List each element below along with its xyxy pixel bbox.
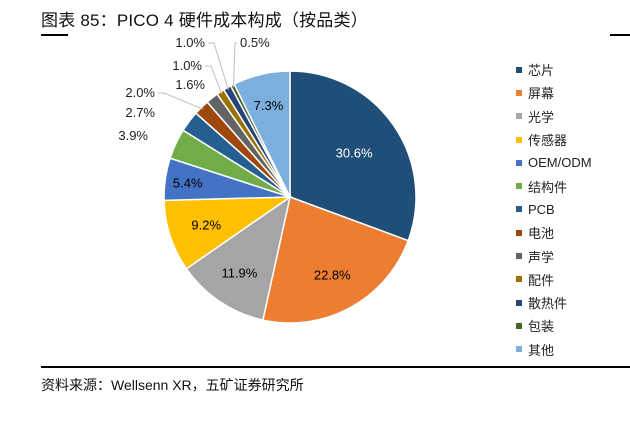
legend-swatch-icon (516, 113, 522, 120)
legend-label: 屏幕 (528, 86, 555, 102)
legend-item: 包装 (516, 314, 592, 337)
legend-label: 包装 (528, 319, 555, 335)
data-label: 1.0% (172, 58, 202, 73)
data-label: 1.0% (175, 35, 205, 50)
pie-slice-1 (289, 70, 417, 242)
legend-label: 声学 (528, 249, 555, 265)
data-label: 5.4% (173, 175, 203, 190)
legend-label: 散热件 (528, 296, 568, 312)
legend-swatch-icon (516, 159, 522, 166)
legend-label: OEM/ODM (528, 155, 592, 171)
legend-item: 散热件 (516, 291, 592, 314)
legend-swatch-icon (516, 136, 522, 143)
legend-swatch-icon (516, 206, 522, 213)
data-label: 22.8% (314, 267, 351, 282)
legend-label: 电池 (528, 226, 555, 242)
legend-label: PCB (528, 201, 555, 217)
data-label: 2.0% (125, 85, 155, 100)
legend-item: 屏幕 (516, 81, 592, 104)
legend-swatch-icon (516, 229, 522, 236)
legend-label: 其他 (528, 342, 555, 358)
data-label: 1.6% (175, 77, 205, 92)
legend-label: 光学 (528, 109, 555, 125)
data-label: 2.7% (125, 105, 155, 120)
data-label: 3.9% (118, 128, 148, 143)
legend-item: 其他 (516, 338, 592, 361)
legend-item: 声学 (516, 244, 592, 267)
chart-legend: 芯片屏幕光学传感器 OEM/ODM 结构件 PCB 电池声学配件散热件包装其他 (516, 58, 592, 361)
leader-line (205, 65, 223, 95)
legend-item: 电池 (516, 221, 592, 244)
legend-swatch-icon (516, 276, 522, 283)
chart-title: 图表 85：PICO 4 硬件成本构成（按品类） (41, 11, 368, 30)
legend-swatch-icon (516, 299, 522, 306)
data-label: 9.2% (191, 217, 221, 232)
legend-item: 光学 (516, 105, 592, 128)
legend-label: 传感器 (528, 133, 568, 149)
leader-line (208, 42, 229, 91)
legend-label: 芯片 (528, 63, 555, 79)
source-note: 资料来源：Wellsenn XR，五矿证券研究所 (41, 377, 304, 393)
legend-item: 结构件 (516, 174, 592, 197)
pie-chart: 30.6% 22.8% 11.9% 9.2% 5.4% 3.9% 2.7% 2.0% 1.6% 1… (118, 35, 417, 324)
leader-lines (158, 42, 237, 110)
data-label: 7.3% (254, 98, 284, 113)
data-label: 30.6% (336, 145, 373, 160)
pie-slices (163, 70, 417, 324)
legend-label: 结构件 (528, 179, 568, 195)
leader-line (158, 92, 204, 110)
legend-swatch-icon (516, 183, 522, 190)
pie-slice-3 (185, 195, 292, 321)
legend-swatch-icon (516, 253, 522, 260)
pie-slice-2 (261, 195, 410, 324)
legend-item: PCB (516, 198, 592, 221)
data-label: 11.9% (221, 265, 257, 280)
data-labels: 30.6% 22.8% 11.9% 9.2% 5.4% 3.9% 2.7% 2.0% 1.6% 1… (118, 35, 373, 282)
legend-item: 传感器 (516, 128, 592, 151)
legend-item: 配件 (516, 268, 592, 291)
leader-line (233, 42, 237, 88)
legend-item: OEM/ODM (516, 151, 592, 174)
legend-item: 芯片 (516, 58, 592, 81)
legend-swatch-icon (516, 66, 522, 73)
data-label: 0.5% (240, 35, 270, 50)
legend-swatch-icon (516, 89, 522, 96)
legend-label: 配件 (528, 272, 555, 288)
title-rule-left (41, 34, 68, 36)
pie-slice-13 (233, 70, 291, 198)
footer-rule (41, 366, 630, 368)
title-rule-right (610, 34, 630, 36)
legend-swatch-icon (516, 346, 522, 353)
legend-swatch-icon (516, 322, 522, 329)
